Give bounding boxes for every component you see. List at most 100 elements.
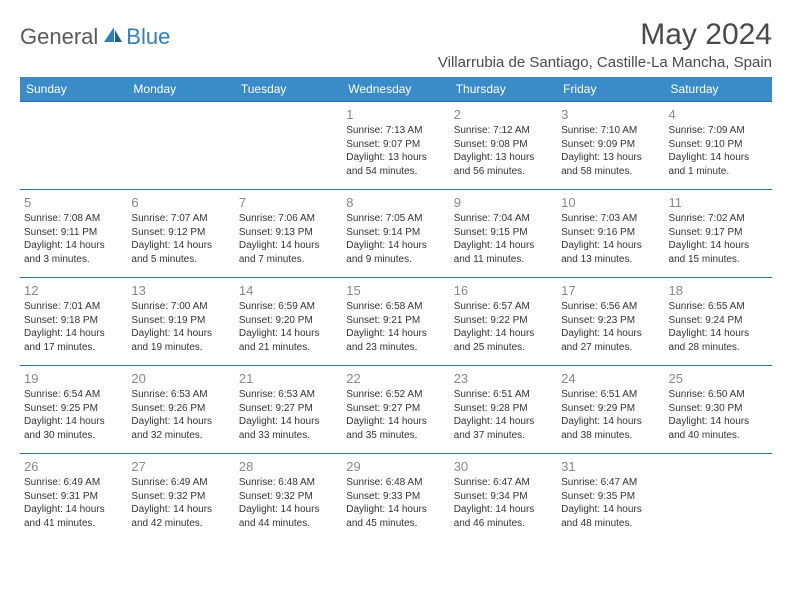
- calendar-cell: 12Sunrise: 7:01 AMSunset: 9:18 PMDayligh…: [20, 278, 127, 366]
- day-info: Sunrise: 7:07 AMSunset: 9:12 PMDaylight:…: [131, 212, 230, 266]
- calendar-cell: 14Sunrise: 6:59 AMSunset: 9:20 PMDayligh…: [235, 278, 342, 366]
- logo-sail-icon: [102, 25, 124, 50]
- day-number: 25: [669, 369, 768, 388]
- calendar-row: 19Sunrise: 6:54 AMSunset: 9:25 PMDayligh…: [20, 366, 772, 454]
- calendar-cell: 25Sunrise: 6:50 AMSunset: 9:30 PMDayligh…: [665, 366, 772, 454]
- day-info: Sunrise: 7:01 AMSunset: 9:18 PMDaylight:…: [24, 300, 123, 354]
- day-info: Sunrise: 6:59 AMSunset: 9:20 PMDaylight:…: [239, 300, 338, 354]
- location: Villarrubia de Santiago, Castille-La Man…: [438, 54, 772, 71]
- day-number: 22: [346, 369, 445, 388]
- calendar-cell: [665, 454, 772, 542]
- day-info: Sunrise: 7:05 AMSunset: 9:14 PMDaylight:…: [346, 212, 445, 266]
- weekday-header: Wednesday: [342, 77, 449, 102]
- month-title: May 2024: [438, 18, 772, 52]
- day-number: 11: [669, 193, 768, 212]
- day-info: Sunrise: 6:48 AMSunset: 9:32 PMDaylight:…: [239, 476, 338, 530]
- day-info: Sunrise: 7:00 AMSunset: 9:19 PMDaylight:…: [131, 300, 230, 354]
- day-number: 14: [239, 281, 338, 300]
- day-number: 16: [454, 281, 553, 300]
- header: General Blue May 2024 Villarrubia de San…: [20, 18, 772, 71]
- calendar-cell: 20Sunrise: 6:53 AMSunset: 9:26 PMDayligh…: [127, 366, 234, 454]
- day-number: 3: [561, 105, 660, 124]
- calendar-cell: 18Sunrise: 6:55 AMSunset: 9:24 PMDayligh…: [665, 278, 772, 366]
- day-info: Sunrise: 6:48 AMSunset: 9:33 PMDaylight:…: [346, 476, 445, 530]
- day-number: 5: [24, 193, 123, 212]
- calendar-cell: [20, 102, 127, 190]
- day-number: 10: [561, 193, 660, 212]
- day-number: 18: [669, 281, 768, 300]
- calendar-cell: [235, 102, 342, 190]
- calendar-cell: 7Sunrise: 7:06 AMSunset: 9:13 PMDaylight…: [235, 190, 342, 278]
- calendar-cell: 28Sunrise: 6:48 AMSunset: 9:32 PMDayligh…: [235, 454, 342, 542]
- calendar-cell: 29Sunrise: 6:48 AMSunset: 9:33 PMDayligh…: [342, 454, 449, 542]
- day-info: Sunrise: 7:10 AMSunset: 9:09 PMDaylight:…: [561, 124, 660, 178]
- day-number: 23: [454, 369, 553, 388]
- day-number: 21: [239, 369, 338, 388]
- day-info: Sunrise: 7:04 AMSunset: 9:15 PMDaylight:…: [454, 212, 553, 266]
- day-number: 7: [239, 193, 338, 212]
- calendar-cell: 13Sunrise: 7:00 AMSunset: 9:19 PMDayligh…: [127, 278, 234, 366]
- day-info: Sunrise: 6:53 AMSunset: 9:27 PMDaylight:…: [239, 388, 338, 442]
- calendar-cell: 22Sunrise: 6:52 AMSunset: 9:27 PMDayligh…: [342, 366, 449, 454]
- logo: General Blue: [20, 18, 170, 50]
- weekday-header: Sunday: [20, 77, 127, 102]
- day-number: 4: [669, 105, 768, 124]
- calendar-cell: 4Sunrise: 7:09 AMSunset: 9:10 PMDaylight…: [665, 102, 772, 190]
- calendar-cell: 27Sunrise: 6:49 AMSunset: 9:32 PMDayligh…: [127, 454, 234, 542]
- day-number: 31: [561, 457, 660, 476]
- day-number: 1: [346, 105, 445, 124]
- day-number: 2: [454, 105, 553, 124]
- calendar-cell: [127, 102, 234, 190]
- calendar-cell: 6Sunrise: 7:07 AMSunset: 9:12 PMDaylight…: [127, 190, 234, 278]
- weekday-header: Friday: [557, 77, 664, 102]
- day-info: Sunrise: 7:02 AMSunset: 9:17 PMDaylight:…: [669, 212, 768, 266]
- day-number: 12: [24, 281, 123, 300]
- calendar-cell: 26Sunrise: 6:49 AMSunset: 9:31 PMDayligh…: [20, 454, 127, 542]
- day-info: Sunrise: 6:49 AMSunset: 9:31 PMDaylight:…: [24, 476, 123, 530]
- calendar-cell: 30Sunrise: 6:47 AMSunset: 9:34 PMDayligh…: [450, 454, 557, 542]
- calendar-row: 26Sunrise: 6:49 AMSunset: 9:31 PMDayligh…: [20, 454, 772, 542]
- calendar-cell: 1Sunrise: 7:13 AMSunset: 9:07 PMDaylight…: [342, 102, 449, 190]
- day-number: 8: [346, 193, 445, 212]
- day-number: 19: [24, 369, 123, 388]
- day-info: Sunrise: 7:09 AMSunset: 9:10 PMDaylight:…: [669, 124, 768, 178]
- day-info: Sunrise: 6:47 AMSunset: 9:34 PMDaylight:…: [454, 476, 553, 530]
- day-info: Sunrise: 6:47 AMSunset: 9:35 PMDaylight:…: [561, 476, 660, 530]
- day-info: Sunrise: 6:55 AMSunset: 9:24 PMDaylight:…: [669, 300, 768, 354]
- calendar-cell: 24Sunrise: 6:51 AMSunset: 9:29 PMDayligh…: [557, 366, 664, 454]
- calendar-cell: 19Sunrise: 6:54 AMSunset: 9:25 PMDayligh…: [20, 366, 127, 454]
- calendar-row: 12Sunrise: 7:01 AMSunset: 9:18 PMDayligh…: [20, 278, 772, 366]
- calendar-cell: 16Sunrise: 6:57 AMSunset: 9:22 PMDayligh…: [450, 278, 557, 366]
- calendar-cell: 21Sunrise: 6:53 AMSunset: 9:27 PMDayligh…: [235, 366, 342, 454]
- calendar-cell: 5Sunrise: 7:08 AMSunset: 9:11 PMDaylight…: [20, 190, 127, 278]
- logo-text-general: General: [20, 24, 98, 50]
- day-info: Sunrise: 6:57 AMSunset: 9:22 PMDaylight:…: [454, 300, 553, 354]
- day-number: 30: [454, 457, 553, 476]
- calendar-cell: 17Sunrise: 6:56 AMSunset: 9:23 PMDayligh…: [557, 278, 664, 366]
- day-number: 24: [561, 369, 660, 388]
- calendar-cell: 31Sunrise: 6:47 AMSunset: 9:35 PMDayligh…: [557, 454, 664, 542]
- calendar-cell: 10Sunrise: 7:03 AMSunset: 9:16 PMDayligh…: [557, 190, 664, 278]
- day-info: Sunrise: 6:51 AMSunset: 9:29 PMDaylight:…: [561, 388, 660, 442]
- calendar-cell: 3Sunrise: 7:10 AMSunset: 9:09 PMDaylight…: [557, 102, 664, 190]
- day-info: Sunrise: 7:13 AMSunset: 9:07 PMDaylight:…: [346, 124, 445, 178]
- day-info: Sunrise: 6:49 AMSunset: 9:32 PMDaylight:…: [131, 476, 230, 530]
- calendar-body: 1Sunrise: 7:13 AMSunset: 9:07 PMDaylight…: [20, 102, 772, 542]
- day-info: Sunrise: 6:51 AMSunset: 9:28 PMDaylight:…: [454, 388, 553, 442]
- title-block: May 2024 Villarrubia de Santiago, Castil…: [438, 18, 772, 71]
- day-info: Sunrise: 6:52 AMSunset: 9:27 PMDaylight:…: [346, 388, 445, 442]
- day-info: Sunrise: 7:08 AMSunset: 9:11 PMDaylight:…: [24, 212, 123, 266]
- weekday-header: Monday: [127, 77, 234, 102]
- day-number: 13: [131, 281, 230, 300]
- day-info: Sunrise: 6:54 AMSunset: 9:25 PMDaylight:…: [24, 388, 123, 442]
- day-number: 28: [239, 457, 338, 476]
- day-info: Sunrise: 6:58 AMSunset: 9:21 PMDaylight:…: [346, 300, 445, 354]
- calendar-cell: 8Sunrise: 7:05 AMSunset: 9:14 PMDaylight…: [342, 190, 449, 278]
- calendar-row: 5Sunrise: 7:08 AMSunset: 9:11 PMDaylight…: [20, 190, 772, 278]
- day-info: Sunrise: 6:53 AMSunset: 9:26 PMDaylight:…: [131, 388, 230, 442]
- weekday-header-row: SundayMondayTuesdayWednesdayThursdayFrid…: [20, 77, 772, 102]
- weekday-header: Thursday: [450, 77, 557, 102]
- day-info: Sunrise: 7:12 AMSunset: 9:08 PMDaylight:…: [454, 124, 553, 178]
- day-number: 29: [346, 457, 445, 476]
- day-number: 6: [131, 193, 230, 212]
